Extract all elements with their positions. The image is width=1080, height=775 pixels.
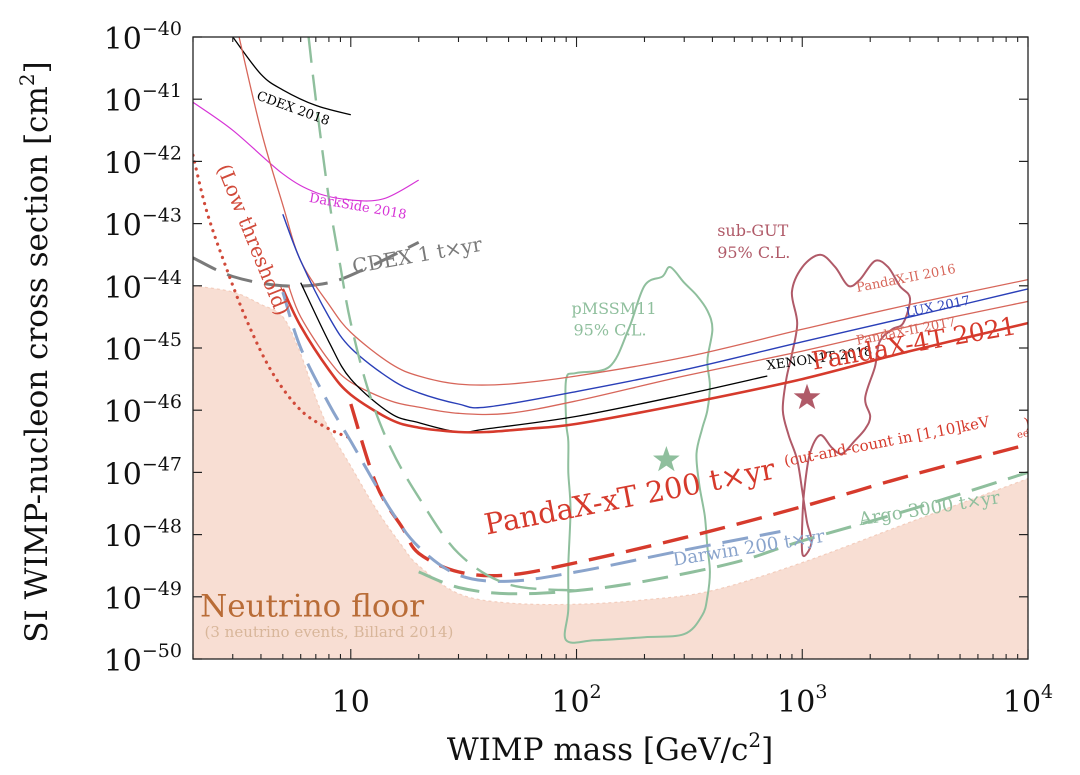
- annotation-3-neutrino-events-billard-2014: (3 neutrino events, Billard 2014): [205, 623, 454, 641]
- x-tick-label: 10: [332, 685, 370, 720]
- star-marker-sub-gut-best-fit: [793, 383, 821, 410]
- axis-ticks: [192, 36, 1029, 660]
- annotation-95-c-l: 95% C.L.: [574, 321, 647, 340]
- curve-pandax-xt-200-t-yr: [349, 403, 1028, 578]
- y-tick-label: 10−43: [104, 205, 182, 244]
- tick-labels: 10−40 10−41 10−42 10−43 10−44 10−45 10−46 10−47…: [104, 18, 1053, 720]
- annotation-95-c-l: 95% C.L.: [717, 243, 790, 262]
- curve-darkside-2018: [193, 101, 419, 202]
- curve-darwin-200-t-yr: [281, 291, 781, 583]
- annotation-ee: ee: [1016, 428, 1030, 441]
- x-axis-title: WIMP mass [GeV/c2]: [447, 728, 773, 768]
- curve-pandax-ii-2017: [287, 285, 1028, 416]
- y-tick-label: 10−44: [104, 267, 182, 306]
- x-tick-label: 103: [777, 681, 827, 720]
- annotation-: ): [1022, 414, 1031, 433]
- star-marker-pmssm11-best-fit: [653, 446, 680, 472]
- curve-steep-green-dashed: [307, 37, 577, 592]
- curve-cdex-1-t-yr: [193, 240, 420, 288]
- y-tick-label: 10−50: [104, 640, 182, 679]
- y-tick-label: 10−46: [104, 391, 182, 430]
- curve-lux-2017: [282, 214, 1028, 409]
- y-tick-label: 10−48: [104, 516, 182, 555]
- y-tick-label: 10−47: [104, 453, 182, 492]
- annotation-neutrino-floor: Neutrino floor: [200, 589, 424, 625]
- y-tick-label: 10−45: [104, 329, 182, 368]
- curve-pmssm11-95-c-l: [563, 266, 714, 644]
- curve-argo-3000-t-yr: [418, 470, 1028, 596]
- y-axis-title: SI WIMP-nucleon cross section [cm2]: [15, 61, 55, 643]
- y-tick-label: 10−49: [104, 578, 182, 617]
- y-tick-label: 10−41: [104, 80, 182, 119]
- annotation-sub-gut: sub-GUT: [717, 221, 788, 240]
- curve-pandax-ii-2016: [238, 37, 1028, 386]
- curve-low-threshold: [193, 153, 353, 440]
- curve-pandax-4t-2021: [281, 288, 1028, 434]
- curve-cdex-2018: [232, 37, 351, 116]
- x-tick-label: 102: [551, 681, 601, 720]
- annotation-pmssm11: pMSSM11: [572, 299, 657, 318]
- y-tick-label: 10−42: [104, 142, 182, 181]
- neutrino-floor-region: [193, 285, 1028, 659]
- curve-sub-gut-95-c-l: [781, 253, 912, 558]
- y-tick-label: 10−40: [104, 18, 182, 57]
- x-tick-label: 104: [1003, 681, 1053, 720]
